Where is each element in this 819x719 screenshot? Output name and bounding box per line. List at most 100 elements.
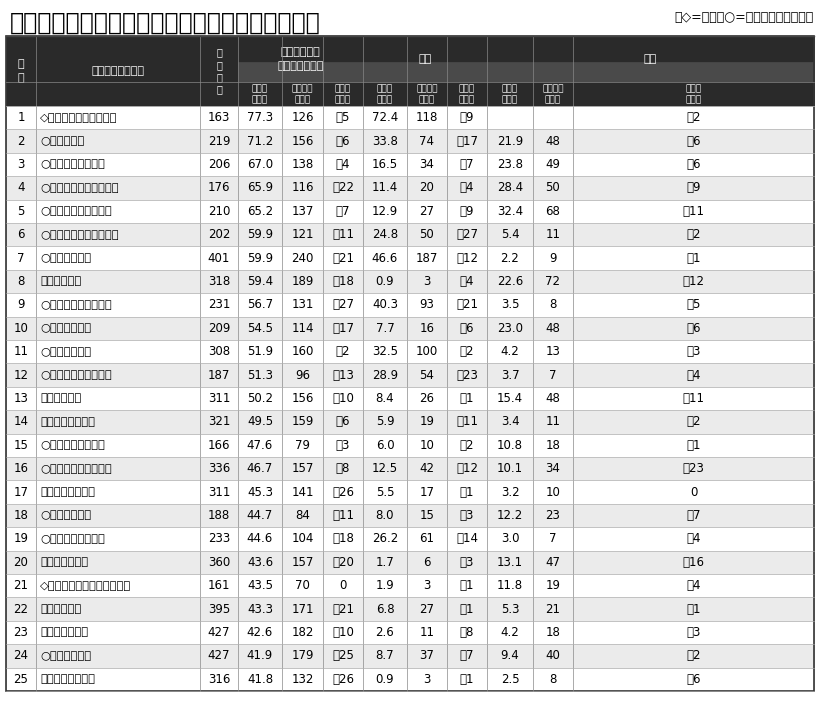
Text: ＋7: ＋7 (686, 509, 700, 522)
Text: 49.5: 49.5 (247, 416, 273, 429)
Bar (282, 82, 323, 106)
Text: 修猷館（福岡）: 修猷館（福岡） (40, 628, 88, 638)
Text: －6: －6 (335, 416, 350, 429)
Text: 14: 14 (13, 416, 29, 429)
Text: －16: －16 (681, 556, 704, 569)
Text: 47: 47 (545, 556, 560, 569)
Text: 0: 0 (689, 485, 696, 498)
Text: 東大: 東大 (418, 54, 431, 64)
Text: 11.4: 11.4 (372, 181, 398, 194)
Text: 24: 24 (13, 649, 29, 662)
Text: －3: －3 (686, 345, 699, 358)
Text: 18: 18 (545, 439, 559, 452)
Text: 10.1: 10.1 (496, 462, 523, 475)
Text: 51.3: 51.3 (247, 369, 273, 382)
Bar (6, 223, 813, 247)
Text: 209: 209 (207, 322, 230, 335)
Text: 3.0: 3.0 (500, 532, 518, 546)
Text: 116: 116 (291, 181, 314, 194)
Text: 13: 13 (14, 392, 29, 405)
Text: 41.9: 41.9 (247, 649, 273, 662)
Text: 前年比
（人）: 前年比 （人） (685, 84, 701, 104)
Text: 231: 231 (207, 298, 230, 311)
Text: 17: 17 (13, 485, 29, 498)
Text: ＋8: ＋8 (336, 462, 350, 475)
Text: 順
位: 順 位 (18, 60, 25, 83)
Text: 2.6: 2.6 (375, 626, 394, 639)
Text: ＋5: ＋5 (686, 298, 699, 311)
Text: 5: 5 (17, 205, 25, 218)
Text: 21: 21 (545, 603, 560, 615)
Text: 311: 311 (207, 392, 230, 405)
Bar (6, 551, 813, 574)
Bar (6, 316, 813, 340)
Text: 51.9: 51.9 (247, 345, 273, 358)
Text: ＋1: ＋1 (686, 603, 700, 615)
Bar (6, 36, 36, 106)
Text: 8.4: 8.4 (375, 392, 394, 405)
Text: 37: 37 (419, 649, 434, 662)
Text: 学校名（所在地）: 学校名（所在地） (92, 66, 144, 76)
Bar (486, 82, 532, 106)
Text: 427: 427 (207, 649, 230, 662)
Text: －4: －4 (686, 532, 700, 546)
Text: 合格率
（％）: 合格率 （％） (251, 84, 268, 104)
Text: 189: 189 (291, 275, 314, 288)
Text: 59.9: 59.9 (247, 228, 273, 241)
Text: ○甲陽学院（兵庫）: ○甲陽学院（兵庫） (40, 160, 105, 170)
Text: ＋21: ＋21 (332, 252, 354, 265)
Bar (6, 597, 813, 620)
Text: ＋18: ＋18 (332, 532, 354, 546)
Text: 67.0: 67.0 (247, 158, 273, 171)
Text: 札幌南（北海道）: 札幌南（北海道） (40, 417, 95, 427)
Text: ＋11: ＋11 (455, 416, 477, 429)
Bar (6, 457, 813, 480)
Text: 6: 6 (17, 228, 25, 241)
Bar (6, 293, 813, 316)
Text: 2.2: 2.2 (500, 252, 518, 265)
Bar (6, 644, 813, 668)
Text: －2: －2 (686, 111, 700, 124)
Text: 10: 10 (545, 485, 559, 498)
Text: 7: 7 (549, 532, 556, 546)
Text: －2: －2 (686, 228, 700, 241)
Text: －26: －26 (332, 673, 354, 686)
Text: ＋12: ＋12 (455, 252, 477, 265)
Text: 176: 176 (207, 181, 230, 194)
Text: 11: 11 (545, 416, 560, 429)
Text: 34: 34 (419, 158, 434, 171)
Text: 23: 23 (14, 626, 29, 639)
Text: 12.9: 12.9 (372, 205, 398, 218)
Bar (200, 36, 238, 106)
Text: 77.3: 77.3 (247, 111, 273, 124)
Bar (6, 270, 813, 293)
Text: 3.5: 3.5 (500, 298, 518, 311)
Text: ＋6: ＋6 (686, 673, 700, 686)
Text: 卒
業
生
数: 卒 業 生 数 (215, 47, 222, 95)
Text: ＋5: ＋5 (336, 111, 350, 124)
Text: 15: 15 (14, 439, 29, 452)
Text: ＋21: ＋21 (332, 603, 354, 615)
Text: －18: －18 (332, 275, 354, 288)
Text: 61: 61 (419, 532, 434, 546)
Text: 46.7: 46.7 (247, 462, 273, 475)
Text: 33.8: 33.8 (372, 134, 397, 147)
Text: 13.1: 13.1 (496, 556, 523, 569)
Text: 北野（大阪）: 北野（大阪） (40, 277, 81, 286)
Text: 3: 3 (423, 275, 430, 288)
Text: 188: 188 (208, 509, 230, 522)
Text: 46.6: 46.6 (372, 252, 398, 265)
Bar (6, 363, 813, 387)
Text: 10.8: 10.8 (496, 439, 523, 452)
Text: 25: 25 (14, 673, 29, 686)
Text: 28.4: 28.4 (496, 181, 523, 194)
Text: 10: 10 (14, 322, 29, 335)
Text: 160: 160 (291, 345, 314, 358)
Text: －3: －3 (459, 509, 473, 522)
Text: －1: －1 (686, 252, 700, 265)
Text: 9: 9 (17, 298, 25, 311)
Text: 72: 72 (545, 275, 560, 288)
Text: －13: －13 (332, 369, 354, 382)
Text: ＋27: ＋27 (455, 228, 477, 241)
Text: 東大＋京大＋
難関国立８大学: 東大＋京大＋ 難関国立８大学 (277, 47, 324, 70)
